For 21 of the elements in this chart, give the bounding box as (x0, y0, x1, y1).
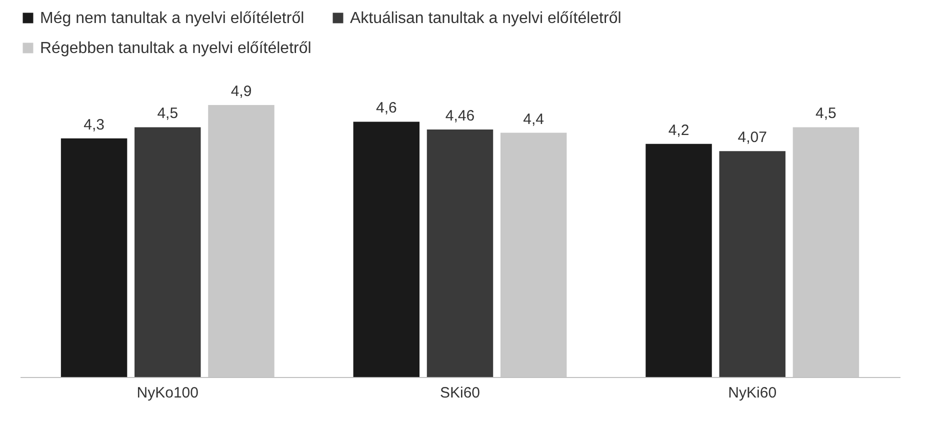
data-label: 4,07 (738, 129, 767, 146)
data-label: 4,46 (445, 107, 475, 124)
data-label: 4,9 (230, 83, 252, 100)
bar (60, 138, 128, 377)
bar (646, 144, 712, 377)
x-tick-label: NyKi60 (728, 384, 777, 402)
x-tick-label: SKi60 (440, 384, 480, 402)
legend-label: Régebben tanultak a nyelvi előítéletről (40, 40, 312, 57)
data-label: 4,2 (668, 122, 690, 139)
bar (426, 129, 494, 377)
bar (353, 122, 420, 377)
data-label: 4,4 (523, 110, 544, 128)
data-label: 4,3 (84, 116, 104, 134)
x-tick-label: NyKo100 (136, 384, 198, 402)
data-label: 4,6 (376, 100, 397, 117)
bar (134, 127, 201, 377)
legend-label: Aktuálisan tanultak a nyelvi előítéletről (350, 10, 622, 27)
data-label: 4,5 (816, 105, 836, 122)
data-label: 4,5 (157, 105, 178, 122)
bar (719, 151, 786, 377)
legend-label: Még nem tanultak a nyelvi előítéletről (40, 10, 304, 27)
